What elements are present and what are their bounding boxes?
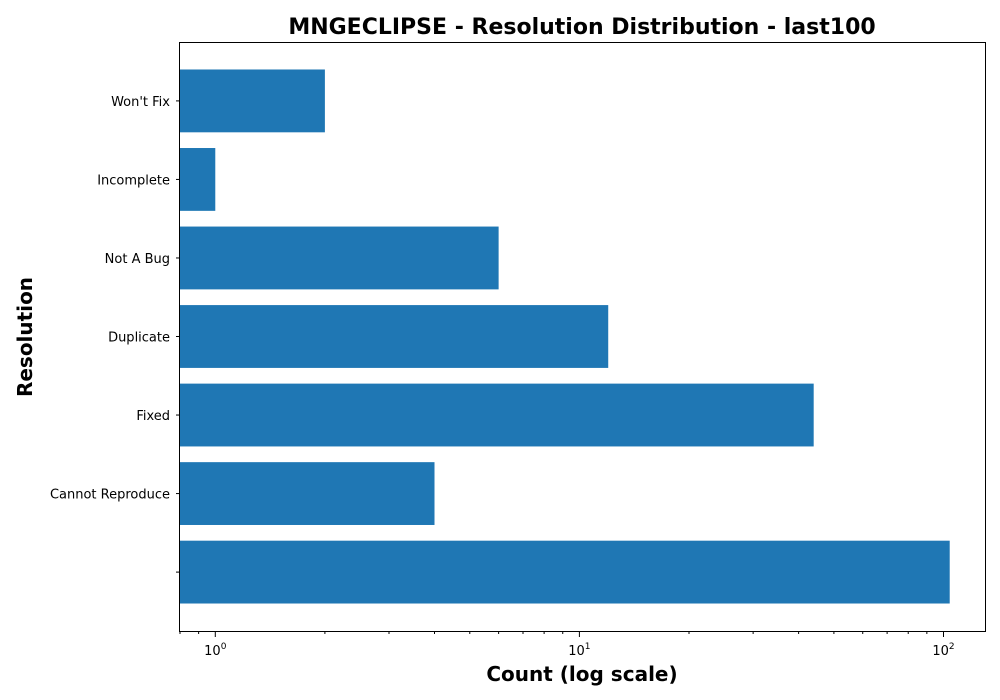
bar-won-t-fix — [180, 69, 325, 133]
y-tick-label: Fixed — [136, 409, 170, 424]
y-tick-label: Not A Bug — [105, 252, 170, 267]
y-tick-label: Incomplete — [97, 173, 170, 188]
y-tick-label: Won't Fix — [111, 95, 170, 110]
y-tick-label: Cannot Reproduce — [50, 488, 170, 503]
bar-fixed — [180, 383, 814, 447]
x-tick-label: 101 — [568, 642, 590, 659]
bar-not-a-bug — [180, 226, 499, 290]
y-axis-ticks: Cannot Reproduce Fixed Duplicate Not A Bug I… — [50, 95, 180, 573]
x-axis-label: Count (log scale) — [486, 662, 677, 686]
bar-blank — [180, 540, 950, 604]
bars-group — [180, 69, 950, 604]
x-tick-label: 100 — [204, 642, 227, 659]
bar-duplicate — [180, 305, 609, 368]
bar-incomplete — [180, 148, 216, 211]
y-tick-label: Duplicate — [108, 331, 170, 346]
x-tick-label: 102 — [932, 642, 954, 659]
bar-cannot-reproduce — [180, 462, 435, 525]
y-axis-label: Resolution — [13, 277, 37, 397]
x-axis-ticks: 100 101 102 — [179, 631, 955, 659]
chart-title: MNGECLIPSE - Resolution Distribution - l… — [288, 15, 875, 40]
